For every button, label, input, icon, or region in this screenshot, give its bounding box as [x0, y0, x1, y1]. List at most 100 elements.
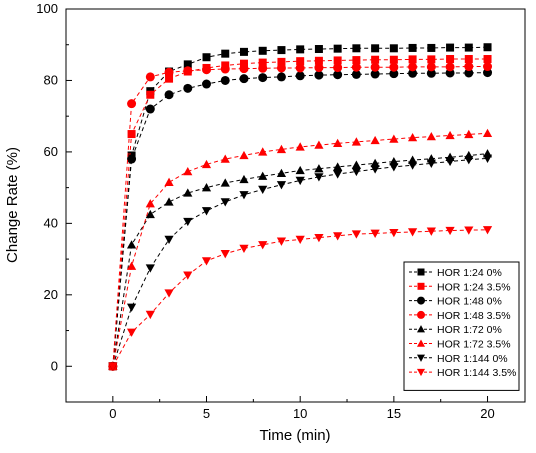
- data-point: [183, 271, 193, 280]
- data-point: [389, 62, 399, 72]
- data-point: [183, 188, 193, 197]
- data-point: [333, 56, 342, 65]
- data-point: [145, 104, 155, 114]
- data-point: [314, 164, 324, 173]
- data-point: [295, 142, 305, 151]
- data-point: [351, 62, 361, 72]
- y-tick-label: 0: [51, 358, 58, 373]
- data-point: [258, 147, 268, 156]
- data-point: [276, 181, 287, 190]
- data-point: [202, 53, 211, 62]
- data-point: [408, 68, 418, 78]
- data-point: [483, 55, 492, 64]
- data-point: [239, 59, 248, 68]
- data-point: [146, 90, 155, 99]
- data-point: [426, 159, 436, 168]
- data-point: [126, 328, 137, 337]
- data-point: [258, 241, 268, 250]
- data-point: [295, 176, 305, 186]
- data-point: [333, 63, 343, 73]
- data-point: [258, 73, 268, 83]
- data-point: [276, 63, 286, 73]
- data-point: [239, 47, 248, 56]
- data-point: [464, 68, 474, 78]
- data-point: [371, 44, 380, 53]
- data-point: [427, 43, 436, 52]
- data-point: [295, 71, 305, 81]
- y-tick-label: 40: [44, 215, 58, 230]
- data-point: [201, 159, 212, 169]
- data-point: [333, 162, 343, 171]
- data-point: [127, 99, 137, 109]
- data-point: [371, 55, 380, 64]
- series-8: [108, 226, 493, 371]
- legend-marker: [417, 268, 425, 276]
- data-point: [464, 226, 474, 235]
- legend-label: HOR 1:144 3.5%: [437, 367, 516, 379]
- series-line: [112, 157, 488, 367]
- data-point: [295, 235, 305, 245]
- data-point: [258, 63, 268, 73]
- data-point: [314, 70, 324, 80]
- x-tick-label: 20: [480, 406, 494, 421]
- data-point: [145, 209, 155, 219]
- legend-item: HOR 1:48 3.5%: [409, 310, 511, 322]
- x-tick-label: 10: [293, 406, 307, 421]
- y-tick-label: 100: [36, 1, 58, 16]
- legend-marker: [416, 325, 426, 333]
- data-point: [164, 90, 174, 100]
- data-point: [258, 46, 267, 55]
- data-point: [445, 62, 455, 72]
- data-point: [370, 158, 380, 168]
- data-point: [183, 83, 193, 93]
- data-point: [258, 58, 267, 67]
- data-point: [276, 168, 287, 178]
- data-point: [446, 55, 455, 64]
- data-point: [351, 160, 361, 169]
- data-point: [351, 167, 361, 177]
- legend-item: HOR 1:72 0%: [409, 324, 502, 336]
- legend-item: HOR 1:72 3.5%: [409, 339, 511, 351]
- data-point: [164, 177, 174, 186]
- data-point: [108, 362, 118, 371]
- data-point: [277, 57, 286, 66]
- y-axis-label: Change Rate (%): [4, 147, 21, 263]
- legend-item: HOR 1:144 3.5%: [409, 367, 516, 379]
- data-point: [314, 173, 324, 182]
- x-tick-label: 0: [109, 406, 116, 421]
- data-point: [426, 131, 436, 141]
- data-point: [314, 56, 323, 65]
- data-point: [145, 72, 155, 82]
- data-point: [239, 174, 249, 184]
- data-point: [464, 55, 473, 64]
- x-tick-label: 5: [203, 406, 210, 421]
- data-point: [220, 75, 230, 85]
- data-point: [464, 43, 473, 52]
- data-point: [145, 264, 155, 273]
- data-point: [482, 226, 493, 235]
- data-point: [351, 69, 361, 79]
- data-point: [127, 130, 136, 139]
- series-layer: [108, 43, 493, 371]
- legend-item: HOR 1:24 3.5%: [409, 281, 511, 293]
- data-point: [314, 63, 324, 73]
- legend-label: HOR 1:72 3.5%: [437, 339, 511, 351]
- y-tick-label: 20: [44, 287, 58, 302]
- data-point: [164, 197, 174, 206]
- data-point: [352, 56, 361, 65]
- data-point: [220, 198, 230, 207]
- legend-label: HOR 1:72 0%: [437, 324, 502, 336]
- data-point: [389, 69, 399, 79]
- data-point: [351, 137, 361, 146]
- legend-item: HOR 1:144 0%: [409, 353, 508, 365]
- data-point: [370, 229, 380, 238]
- data-point: [446, 43, 455, 52]
- legend: HOR 1:24 0% HOR 1:24 3.5% HOR 1:48 0% HOR 1…: [403, 261, 520, 391]
- data-point: [333, 44, 342, 53]
- data-point: [314, 45, 323, 54]
- legend-label: HOR 1:24 3.5%: [437, 281, 511, 293]
- data-point: [183, 66, 193, 76]
- data-point: [426, 227, 436, 236]
- data-point: [201, 257, 212, 266]
